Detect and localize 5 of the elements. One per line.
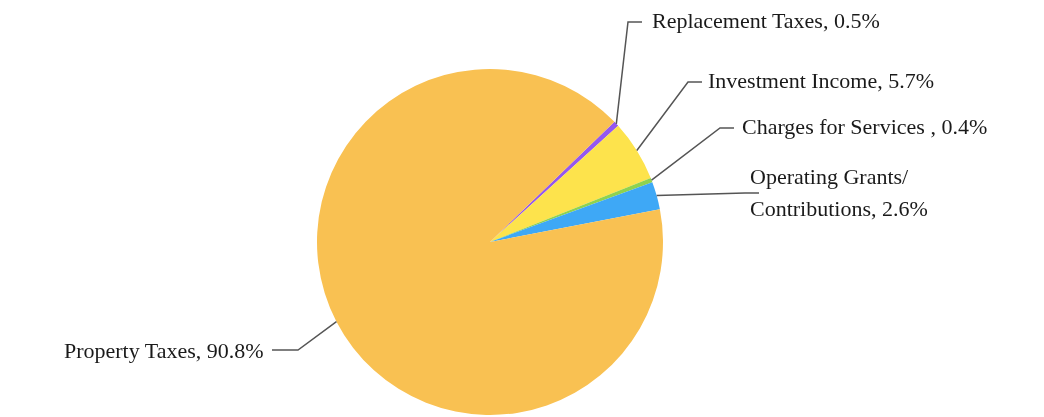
slice-label: Investment Income, 5.7%	[708, 67, 935, 93]
slice-label: Replacement Taxes, 0.5%	[652, 7, 880, 33]
slice-label: Property Taxes, 90.8%	[63, 337, 264, 363]
slice-label: Charges for Services , 0.4%	[742, 113, 988, 139]
slice-label: Operating Grants/ Contributions, 2.6%	[750, 163, 928, 221]
